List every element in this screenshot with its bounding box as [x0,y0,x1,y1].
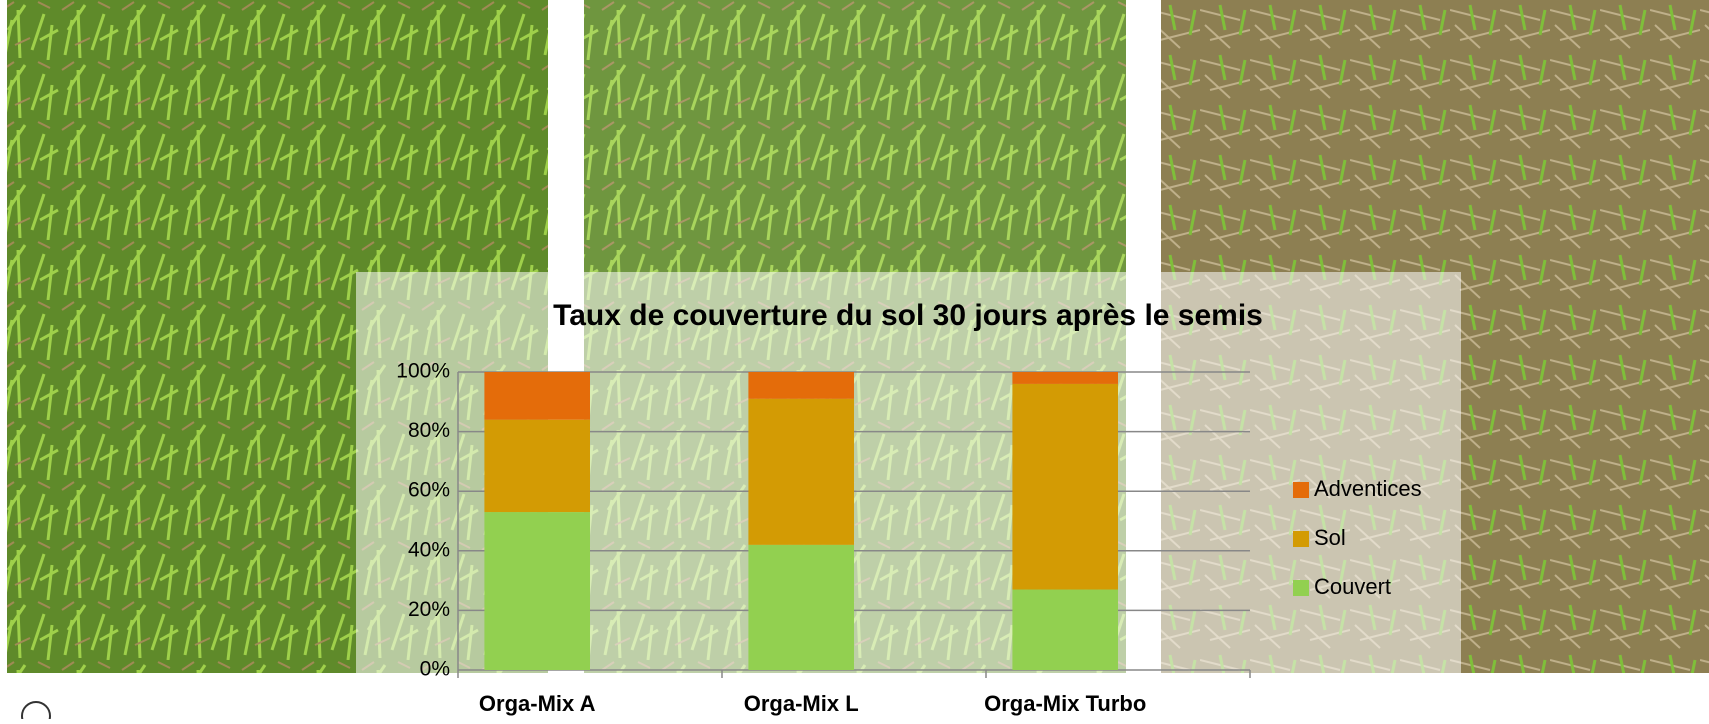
x-tick-label: Orga-Mix A [479,691,596,716]
x-tick-label: Orga-Mix L [744,691,859,716]
bar-segment [748,545,854,670]
bar-segment [484,372,590,420]
page: Taux de couverture du sol 30 jours après… [0,0,1709,719]
y-tick-label: 0% [420,658,450,681]
y-tick-label: 100% [396,360,450,383]
logo-icon [22,702,50,719]
legend-label: Adventices [1314,476,1422,501]
legend-swatch [1293,482,1309,498]
y-tick-label: 40% [408,538,450,561]
bar-segment [484,512,590,670]
chart: Taux de couverture du sol 30 jours après… [0,0,1709,719]
bar-segment [748,399,854,545]
x-tick-label: Orga-Mix Turbo [984,691,1146,716]
y-tick-label: 80% [408,419,450,442]
bar-segment [1012,590,1118,670]
y-tick-label: 60% [408,479,450,502]
y-tick-label: 20% [408,598,450,621]
chart-title: Taux de couverture du sol 30 jours après… [553,299,1263,332]
legend-label: Couvert [1314,574,1391,599]
bar-segment [748,372,854,399]
bar-segment [484,420,590,512]
bar-segment [1012,372,1118,384]
legend-swatch [1293,580,1309,596]
legend-swatch [1293,531,1309,547]
legend-label: Sol [1314,525,1346,550]
bar-segment [1012,384,1118,590]
